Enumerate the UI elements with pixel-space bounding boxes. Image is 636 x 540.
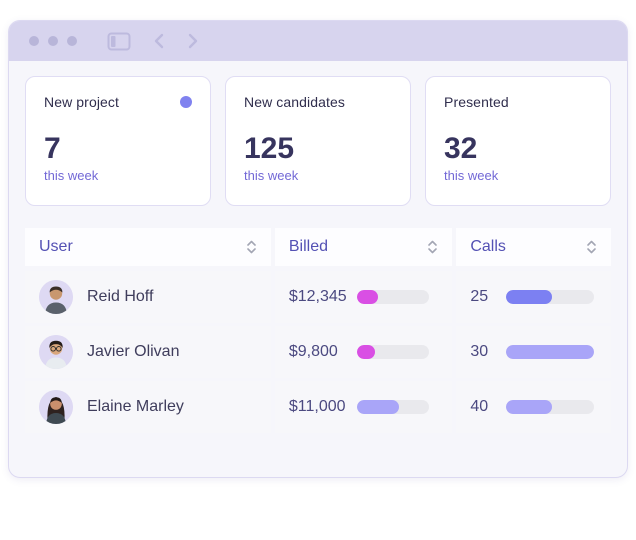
billed-value: $9,800 [288,343,338,360]
column-label: Calls [470,238,506,255]
sidebar-icon[interactable] [107,32,131,51]
stat-period: this week [444,168,499,183]
title-bar [9,21,627,61]
table-row[interactable]: Reid Hoff $12,345 25 [25,271,611,323]
billed-value: $12,345 [288,288,347,305]
column-label: Billed [288,238,328,255]
user-cell: Reid Hoff [25,271,271,323]
forward-icon[interactable] [187,33,199,49]
window-controls[interactable] [29,36,77,46]
table-row[interactable]: Elaine Marley $11,000 40 [25,381,611,433]
stat-period: this week [244,168,299,183]
stat-cards: New project 7 this week New candidates 1… [25,76,611,206]
column-header-user[interactable]: User [25,228,271,266]
billed-value: $11,000 [288,398,346,415]
stat-label: Presented [444,94,509,110]
stat-value: 7 [44,132,61,165]
sort-icon[interactable] [586,239,597,255]
user-cell: Javier Olivan [25,326,271,378]
user-name: Reid Hoff [87,288,154,305]
user-name: Javier Olivan [87,343,180,360]
billed-progress-bar [356,345,429,359]
column-header-calls[interactable]: Calls [456,228,611,266]
avatar-javier-olivan [39,335,73,369]
stat-value: 125 [244,132,295,165]
stat-label: New project [44,94,120,110]
column-header-billed[interactable]: Billed [274,228,453,266]
window-dot-icon[interactable] [29,36,39,46]
user-name: Elaine Marley [87,398,184,415]
window-dot-icon[interactable] [67,36,77,46]
back-icon[interactable] [153,33,165,49]
billed-progress-bar [356,400,429,414]
calls-value: 25 [470,288,489,305]
browser-window: New project 7 this week New candidates 1… [8,20,628,478]
sort-icon[interactable] [246,239,257,255]
dashboard-content: New project 7 this week New candidates 1… [9,61,627,433]
stat-value: 32 [444,132,478,165]
stat-card-new-candidates: New candidates 125 this week [225,76,411,206]
avatar-elaine-marley [39,390,73,424]
stat-label: New candidates [244,94,346,110]
calls-cell: 25 [456,271,611,323]
calls-cell: 40 [456,381,611,433]
status-dot-icon [180,96,192,108]
calls-progress-bar [506,400,595,414]
calls-progress-bar [506,345,595,359]
table-header: User Billed Calls [25,228,611,266]
calls-value: 30 [470,343,489,360]
stat-period: this week [44,168,99,183]
calls-value: 40 [470,398,489,415]
avatar-reid-hoff [39,280,73,314]
sort-icon[interactable] [427,239,438,255]
billed-cell: $11,000 [274,381,453,433]
stat-card-presented: Presented 32 this week [425,76,611,206]
billed-progress-bar [356,290,429,304]
user-cell: Elaine Marley [25,381,271,433]
calls-cell: 30 [456,326,611,378]
billed-cell: $12,345 [274,271,453,323]
billed-cell: $9,800 [274,326,453,378]
calls-progress-bar [506,290,595,304]
stat-card-new-project: New project 7 this week [25,76,211,206]
window-dot-icon[interactable] [48,36,58,46]
table-row[interactable]: Javier Olivan $9,800 30 [25,326,611,378]
column-label: User [39,238,73,255]
